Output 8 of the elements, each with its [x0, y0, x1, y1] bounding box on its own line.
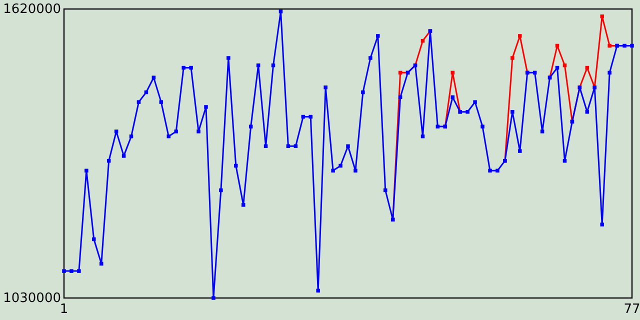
point	[510, 56, 514, 60]
y-tick-label: 1030000	[3, 291, 61, 306]
point	[608, 44, 612, 48]
x-tick-label: 77	[624, 302, 640, 318]
point	[518, 34, 522, 38]
point	[600, 14, 604, 18]
x-tick-label: 1	[60, 302, 68, 318]
y-tick-label: 1620000	[3, 2, 61, 18]
